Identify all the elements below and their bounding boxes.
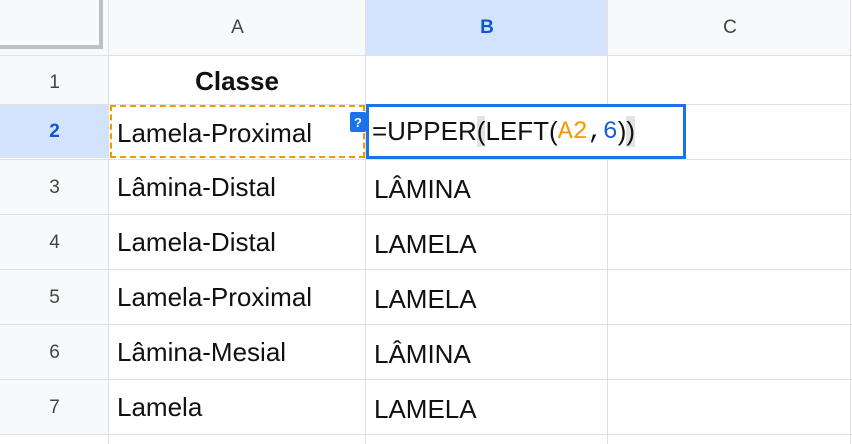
cell-a5[interactable]: Lamela-Proximal [117,282,313,312]
cell-b4[interactable]: LAMELA [374,229,477,259]
formula-paren-close: ) [626,116,636,147]
cell-a4[interactable]: Lamela-Distal [117,227,276,257]
cell-b3[interactable]: LÂMINA [374,174,471,204]
row-header-3[interactable]: 3 [0,160,109,215]
gridline [108,0,109,444]
gridline [0,379,852,380]
row-header-6[interactable]: 6 [0,325,109,380]
formula-reference-highlight [110,105,365,158]
gridline [365,0,366,444]
formula-paren-close-inner: ) [617,116,627,146]
gridline [0,55,852,56]
row-header-5[interactable]: 5 [0,270,109,325]
gridline [850,0,851,444]
formula-cell-editor[interactable]: =UPPER(LEFT(A2, 6)) [366,104,686,159]
formula-help-button[interactable]: ? [350,112,366,132]
cell-a6[interactable]: Lâmina-Mesial [117,337,287,367]
formula-comma: , [587,117,603,146]
formula-function-upper: =UPPER [372,116,477,146]
cell-b7[interactable]: LAMELA [374,394,477,424]
cell-a3[interactable]: Lâmina-Distal [117,172,276,202]
cell-b5[interactable]: LAMELA [374,284,477,314]
formula-paren-open: ( [476,116,486,147]
gridline [0,269,852,270]
formula-number-argument: 6 [602,117,618,146]
row-header-2[interactable]: 2 [0,105,109,158]
column-header-c[interactable]: C [608,0,852,55]
corner-frozen-indicator [0,0,103,49]
row-header-4[interactable]: 4 [0,215,109,270]
cell-a1[interactable]: Classe [195,66,279,96]
cell-a7[interactable]: Lamela [117,392,203,422]
row-header-1[interactable]: 1 [0,55,109,110]
gridline [607,0,608,444]
cell-b6[interactable]: LÂMINA [374,339,471,369]
formula-cell-reference: A2 [557,117,588,146]
formula-paren-open-inner: ( [549,116,558,146]
gridline [0,324,852,325]
gridline [0,214,852,215]
formula-function-left: LEFT [485,116,550,146]
gridline [0,159,852,160]
select-all-corner[interactable] [0,0,109,55]
gridline [0,434,852,435]
column-header-b[interactable]: B [366,0,608,55]
row-header-7[interactable]: 7 [0,380,109,435]
cell-a2[interactable]: Lamela-Proximal [117,118,313,148]
column-header-a[interactable]: A [109,0,366,55]
